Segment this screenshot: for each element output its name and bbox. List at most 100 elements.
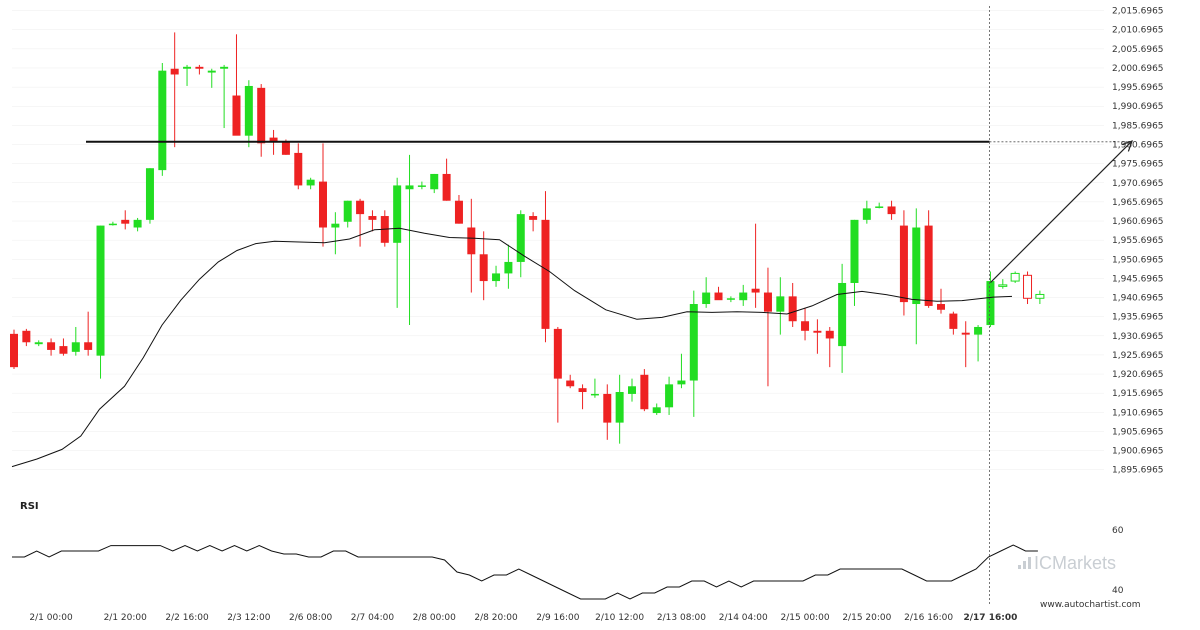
candle-body	[1035, 293, 1045, 299]
candle-body	[776, 296, 785, 312]
candle	[912, 208, 921, 345]
candle	[306, 177, 315, 190]
price-tick-label: 1,905.6965	[1112, 427, 1164, 437]
price-tick-label: 1,955.6965	[1112, 236, 1164, 246]
candle-body	[467, 227, 476, 255]
site-credit: www.autochartist.com	[1040, 600, 1141, 610]
candle	[801, 307, 810, 341]
time-tick-label: 2/8 00:00	[413, 613, 457, 623]
candle	[553, 326, 562, 423]
candle	[195, 64, 204, 75]
rsi-axis: 60 40	[1112, 526, 1124, 596]
candle	[368, 210, 377, 232]
watermark-brand: ICMarkets	[1034, 553, 1116, 573]
price-tick-label: 1,990.6965	[1112, 102, 1164, 112]
candle	[998, 279, 1008, 289]
candle	[331, 212, 340, 255]
candle-body	[665, 384, 674, 408]
price-tick-label: 1,995.6965	[1112, 83, 1164, 93]
price-tick-label: 1,930.6965	[1112, 332, 1164, 342]
price-tick-label: 1,965.6965	[1112, 198, 1164, 208]
candle	[961, 321, 970, 368]
candle-body	[1023, 274, 1033, 299]
price-tick-label: 2,005.6965	[1112, 45, 1164, 55]
candle	[776, 277, 785, 335]
candle	[10, 329, 18, 370]
candle	[628, 378, 636, 402]
candle-body	[788, 296, 797, 322]
watermark-bar-1	[1018, 565, 1021, 569]
candle-body	[257, 87, 266, 144]
candle	[665, 376, 674, 415]
candle-body	[10, 333, 18, 368]
candle-body	[838, 282, 847, 347]
candle	[133, 217, 142, 232]
candle-body	[158, 70, 167, 171]
candle-body	[578, 388, 587, 393]
candle	[84, 311, 93, 356]
candle-body	[281, 141, 290, 155]
candle-body	[133, 219, 142, 228]
candle	[788, 282, 797, 327]
candle	[838, 263, 847, 373]
candle-body	[998, 284, 1008, 287]
candle-body	[763, 292, 772, 312]
candle-body	[306, 179, 315, 186]
candle	[158, 63, 167, 176]
candle-body	[801, 321, 810, 331]
price-tick-label: 1,960.6965	[1112, 217, 1164, 227]
forecast-arrow-shaft	[990, 140, 1133, 284]
candle-body	[640, 374, 649, 410]
time-tick-label: 2/15 00:00	[781, 613, 830, 623]
candle-body	[590, 393, 599, 396]
forecast-arrow-head	[1121, 140, 1133, 152]
candle-body	[34, 342, 43, 345]
time-tick-label: 2/9 16:00	[536, 613, 580, 623]
candle-body	[739, 292, 748, 301]
candle-body	[405, 185, 414, 190]
candle	[739, 284, 748, 306]
candle-body	[726, 298, 735, 300]
candle	[974, 325, 983, 362]
time-tick-label: 2/3 12:00	[227, 613, 271, 623]
candlesticks	[10, 32, 1045, 444]
candle	[319, 143, 327, 247]
candle	[479, 231, 488, 301]
candle-body	[479, 254, 488, 282]
candle-body	[22, 330, 31, 343]
candle	[850, 219, 859, 306]
candle	[343, 200, 352, 228]
candle	[529, 212, 538, 232]
candle	[825, 326, 834, 368]
candle	[924, 210, 933, 308]
price-tick-label: 1,970.6965	[1112, 179, 1164, 189]
candle	[763, 267, 772, 387]
candle-body	[244, 85, 253, 136]
candle-body	[652, 407, 661, 414]
watermark-bar-2	[1023, 561, 1026, 569]
candle-body	[862, 208, 871, 220]
candle	[430, 173, 439, 194]
time-tick-label: 2/14 04:00	[719, 613, 768, 623]
candle-body	[195, 66, 204, 69]
candle-body	[702, 292, 711, 305]
candle-body	[71, 342, 80, 352]
candle	[442, 158, 451, 201]
price-tick-label: 1,975.6965	[1112, 160, 1164, 170]
candle-body	[504, 261, 513, 274]
candle	[96, 225, 105, 379]
candle	[504, 244, 513, 289]
price-tick-label: 1,895.6965	[1112, 466, 1164, 476]
candle-body	[566, 380, 575, 387]
price-tick-label: 1,935.6965	[1112, 313, 1164, 323]
price-tick-label: 1,910.6965	[1112, 408, 1164, 418]
time-tick-label: 2/2 16:00	[165, 613, 209, 623]
candle-body	[603, 393, 612, 423]
candle	[590, 378, 599, 398]
moving-average-line	[11, 227, 1013, 468]
candle	[47, 338, 56, 356]
time-tick-label: 2/15 20:00	[842, 613, 891, 623]
candle-body	[343, 200, 352, 222]
candle-body	[393, 185, 402, 243]
candle-body	[813, 330, 822, 333]
